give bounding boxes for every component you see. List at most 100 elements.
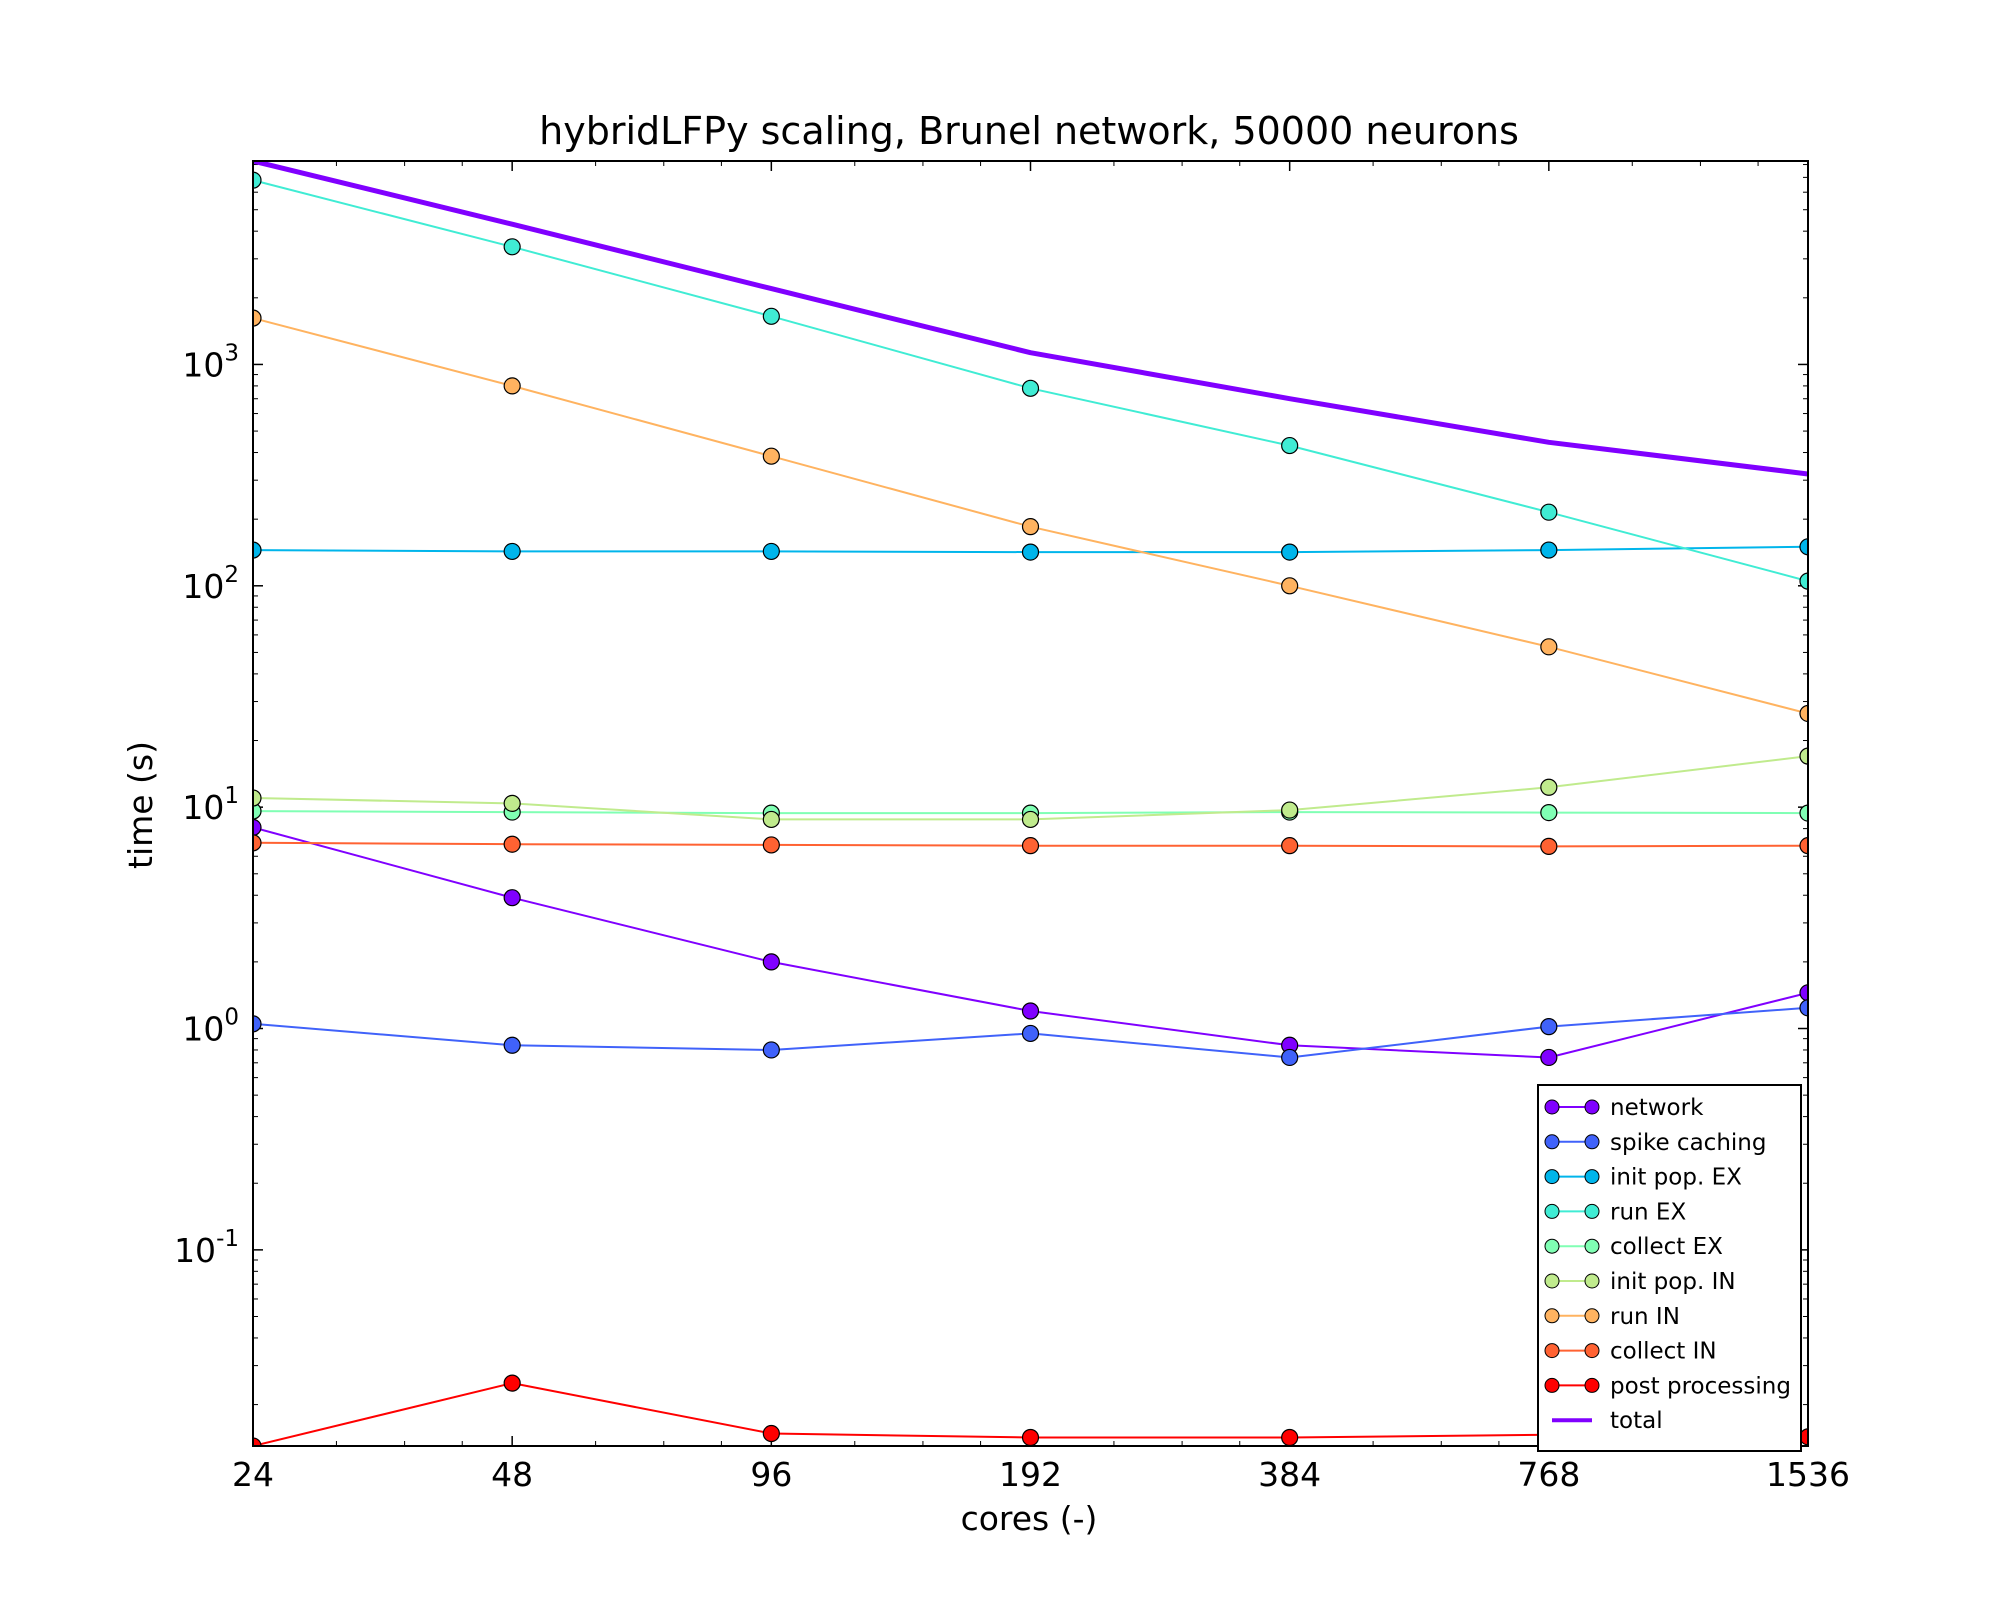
- x-axis-label: cores (-): [961, 1499, 1098, 1538]
- legend-marker: [1584, 1169, 1600, 1185]
- data-point-collect-in: [1799, 837, 1808, 855]
- x-tick-label: 48: [491, 1455, 533, 1494]
- data-point-network: [1540, 1048, 1558, 1067]
- data-point-network: [1799, 984, 1808, 1002]
- legend-marker: [1544, 1273, 1560, 1289]
- data-point-spike-caching: [1281, 1048, 1299, 1067]
- legend-marker: [1584, 1099, 1600, 1115]
- x-tick-label: 768: [1517, 1455, 1580, 1494]
- legend-marker: [1544, 1099, 1560, 1115]
- legend-item-spike-caching: spike caching: [1544, 1130, 1766, 1156]
- data-point-run-in: [1281, 577, 1299, 595]
- series-init-pop-ex: [253, 538, 1808, 561]
- data-point-spike-caching: [1021, 1024, 1040, 1043]
- data-point-run-in: [1799, 704, 1808, 723]
- y-tick-label: 101: [182, 783, 239, 827]
- y-axis-label: time (s): [121, 741, 160, 869]
- legend-label: spike caching: [1610, 1130, 1766, 1156]
- data-point-init-pop-ex: [1281, 543, 1299, 561]
- data-point-init-pop-in: [762, 810, 780, 829]
- legend-label: post processing: [1610, 1373, 1791, 1399]
- y-tick-exponent: -1: [216, 1226, 239, 1252]
- legend-marker: [1584, 1308, 1600, 1324]
- data-point-spike-caching: [1540, 1018, 1558, 1036]
- data-point-collect-in: [1540, 837, 1558, 855]
- y-tick-base: 10: [174, 1231, 216, 1270]
- legend-marker: [1544, 1134, 1560, 1150]
- data-point-spike-caching: [1799, 999, 1808, 1017]
- legend-marker: [1544, 1377, 1560, 1393]
- data-point-init-pop-in: [503, 794, 521, 812]
- data-point-init-pop-ex: [1540, 541, 1558, 559]
- data-point-init-pop-ex: [1799, 538, 1808, 556]
- data-point-post-processing: [503, 1374, 521, 1392]
- data-point-collect-ex: [1540, 803, 1558, 822]
- data-point-collect-in: [503, 835, 521, 853]
- plot-frame: [252, 160, 1809, 1447]
- legend-marker: [1544, 1238, 1560, 1254]
- y-tick-exponent: 2: [224, 562, 239, 588]
- data-point-init-pop-in: [1799, 747, 1808, 765]
- data-point-collect-in: [1021, 837, 1040, 855]
- y-tick-label: 102: [182, 562, 239, 606]
- data-point-run-in: [762, 447, 780, 465]
- legend-marker: [1544, 1343, 1560, 1359]
- data-point-post-processing: [253, 1437, 262, 1446]
- legend-marker: [1584, 1203, 1600, 1219]
- data-point-run-ex: [253, 171, 262, 189]
- y-tick-label: 100: [182, 1005, 239, 1049]
- series-init-pop-in: [253, 747, 1808, 829]
- data-point-post-processing: [1281, 1428, 1299, 1446]
- legend-label: total: [1610, 1408, 1663, 1434]
- x-tick-label: 192: [999, 1455, 1062, 1494]
- legend-marker: [1544, 1203, 1560, 1219]
- data-point-run-ex: [1021, 379, 1040, 397]
- legend-label: run EX: [1610, 1199, 1686, 1225]
- data-point-spike-caching: [762, 1041, 780, 1059]
- legend-marker: [1544, 1308, 1560, 1324]
- legend-marker: [1584, 1377, 1600, 1393]
- plot-area: [253, 161, 1808, 1446]
- series-total: [253, 161, 1808, 477]
- series-collect-in: [253, 834, 1808, 855]
- legend-item-run-ex: run EX: [1544, 1199, 1686, 1225]
- data-point-spike-caching: [253, 1015, 262, 1033]
- series-spike-caching: [253, 999, 1808, 1067]
- legend-item-run-in: run IN: [1544, 1304, 1680, 1330]
- data-point-init-pop-in: [1021, 810, 1040, 829]
- y-tick-label: 103: [182, 340, 239, 384]
- y-tick-base: 10: [182, 567, 224, 606]
- data-point-init-pop-in: [1281, 801, 1299, 819]
- y-tick-exponent: 0: [224, 1005, 239, 1031]
- series-line-run-in: [253, 317, 1808, 715]
- series-line-network: [253, 826, 1808, 1059]
- legend-item-init-pop-ex: init pop. EX: [1544, 1165, 1742, 1191]
- legend-item-init-pop-in: init pop. IN: [1544, 1269, 1736, 1295]
- data-point-run-ex: [1799, 572, 1808, 590]
- data-point-spike-caching: [503, 1036, 521, 1054]
- y-tick-exponent: 1: [224, 783, 239, 809]
- legend-label: init pop. EX: [1610, 1165, 1742, 1191]
- data-point-init-pop-in: [1540, 778, 1558, 796]
- series-network: [253, 818, 1808, 1067]
- legend-label: collect EX: [1610, 1234, 1723, 1260]
- legend: network spike caching init pop. EX run EX co…: [1537, 1084, 1802, 1452]
- legend-item-post-processing: post processing: [1544, 1373, 1791, 1399]
- series-run-in: [253, 309, 1808, 723]
- legend-item-collect-ex: collect EX: [1544, 1234, 1723, 1260]
- data-point-run-ex: [1281, 436, 1299, 455]
- data-point-init-pop-ex: [762, 542, 780, 561]
- series-run-ex: [253, 171, 1808, 590]
- y-tick-base: 10: [182, 1010, 224, 1049]
- data-point-network: [253, 818, 262, 837]
- data-point-network: [503, 889, 521, 907]
- legend-label: init pop. IN: [1610, 1269, 1736, 1295]
- data-point-init-pop-ex: [1021, 543, 1040, 561]
- data-point-run-ex: [503, 238, 521, 256]
- legend-label: run IN: [1610, 1304, 1680, 1330]
- legend-box: [1537, 1084, 1802, 1452]
- y-tick-base: 10: [182, 788, 224, 827]
- data-point-init-pop-ex: [503, 542, 521, 561]
